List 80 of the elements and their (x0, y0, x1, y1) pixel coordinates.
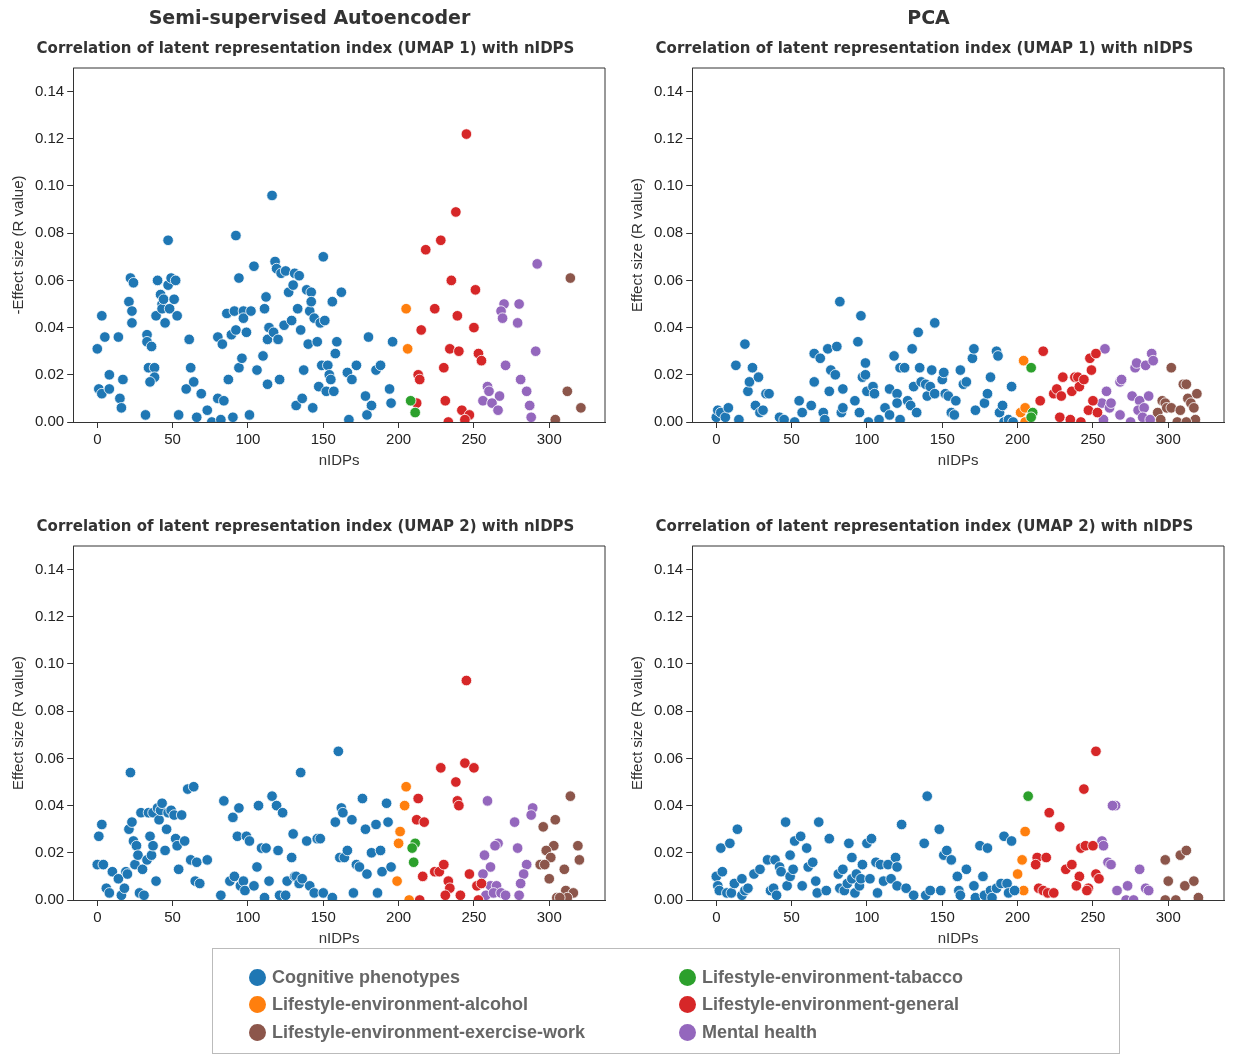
x-tick-label: 50 (783, 430, 800, 448)
x-tick-label: 250 (461, 430, 487, 448)
y-tick-label: 0.00 (653, 890, 684, 908)
x-axis-title: nIDPs (318, 451, 360, 469)
y-tick-label: 0.04 (653, 795, 684, 813)
chart-title: Correlation of latent representation index (UMAP 2) with nIDPS (655, 516, 1194, 535)
x-tick-label: 100 (235, 430, 261, 448)
x-tick-label: 200 (386, 430, 412, 448)
y-tick-label: 0.14 (653, 81, 684, 99)
y-tick-label: 0.08 (653, 223, 684, 241)
y-tick-label: 0.08 (34, 701, 65, 719)
x-tick-label: 0 (712, 430, 721, 448)
x-tick-label: 50 (164, 430, 181, 448)
y-tick-label: 0.08 (34, 223, 65, 241)
y-tick-label: 0.10 (34, 654, 65, 672)
y-tick-label: 0.06 (653, 270, 684, 288)
x-tick-label: 100 (854, 908, 880, 926)
x-tick-label: 200 (386, 908, 412, 926)
x-tick-label: 150 (310, 908, 336, 926)
y-tick-label: 0.02 (34, 842, 65, 860)
x-tick-label: 50 (783, 908, 800, 926)
legend-label: Lifestyle-environment-tabacco (702, 967, 964, 989)
x-tick-label: 50 (164, 908, 181, 926)
x-tick-label: 150 (929, 908, 955, 926)
x-tick-label: 100 (854, 430, 880, 448)
text: Semi-supervised Autoencoder (147, 5, 472, 30)
legend-label: Mental health (702, 1021, 818, 1043)
x-tick-label: 300 (1155, 430, 1181, 448)
y-axis-title: Effect size (R value) (9, 656, 27, 790)
y-tick-label: 0.14 (34, 559, 65, 577)
y-tick-label: 0.08 (653, 701, 684, 719)
y-tick-label: 0.04 (34, 795, 65, 813)
x-axis-title: nIDPs (937, 929, 979, 947)
x-tick-label: 300 (536, 908, 562, 926)
y-axis-title: Effect size (R value) (628, 178, 646, 312)
x-tick-label: 200 (1005, 908, 1031, 926)
chart-title: Correlation of latent representation index (UMAP 2) with nIDPS (36, 516, 575, 535)
y-tick-label: 0.12 (34, 128, 65, 146)
x-tick-label: 150 (929, 430, 955, 448)
y-tick-label: 0.02 (653, 842, 684, 860)
x-tick-label: 150 (310, 430, 336, 448)
x-tick-label: 250 (1080, 908, 1106, 926)
x-tick-label: 300 (1155, 908, 1181, 926)
x-tick-label: 200 (1005, 430, 1031, 448)
y-tick-label: 0.04 (653, 317, 684, 335)
y-tick-label: 0.00 (653, 412, 684, 430)
y-tick-label: 0.12 (653, 128, 684, 146)
x-tick-label: 300 (536, 430, 562, 448)
x-tick-label: 250 (1080, 430, 1106, 448)
text: PCA (906, 5, 951, 30)
chart-title: Correlation of latent representation index (UMAP 1) with nIDPS (655, 38, 1194, 57)
x-tick-label: 0 (712, 908, 721, 926)
y-tick-label: 0.14 (653, 559, 684, 577)
y-tick-label: 0.06 (34, 270, 65, 288)
y-tick-label: 0.10 (653, 176, 684, 194)
x-tick-label: 100 (235, 908, 261, 926)
chart-title: Correlation of latent representation index (UMAP 1) with nIDPS (36, 38, 575, 57)
legend-label: Cognitive phenotypes (272, 967, 461, 989)
legend-label: Lifestyle-environment-exercise-work (272, 1021, 586, 1043)
x-tick-label: 250 (461, 908, 487, 926)
y-tick-label: 0.04 (34, 317, 65, 335)
legend-label: Lifestyle-environment-general (702, 994, 960, 1016)
y-axis-title: -Effect size (R value) (9, 175, 27, 315)
y-tick-label: 0.06 (34, 748, 65, 766)
y-tick-label: 0.00 (34, 890, 65, 908)
y-tick-label: 0.10 (653, 654, 684, 672)
y-axis-title: Effect size (R value) (628, 656, 646, 790)
y-tick-label: 0.02 (34, 364, 65, 382)
x-tick-label: 0 (93, 908, 102, 926)
y-tick-label: 0.02 (653, 364, 684, 382)
y-tick-label: 0.12 (34, 606, 65, 624)
x-tick-label: 0 (93, 430, 102, 448)
y-tick-label: 0.00 (34, 412, 65, 430)
y-tick-label: 0.14 (34, 81, 65, 99)
y-tick-label: 0.06 (653, 748, 684, 766)
x-axis-title: nIDPs (318, 929, 360, 947)
legend-label: Lifestyle-environment-alcohol (272, 994, 529, 1016)
y-tick-label: 0.12 (653, 606, 684, 624)
x-axis-title: nIDPs (937, 451, 979, 469)
y-tick-label: 0.10 (34, 176, 65, 194)
